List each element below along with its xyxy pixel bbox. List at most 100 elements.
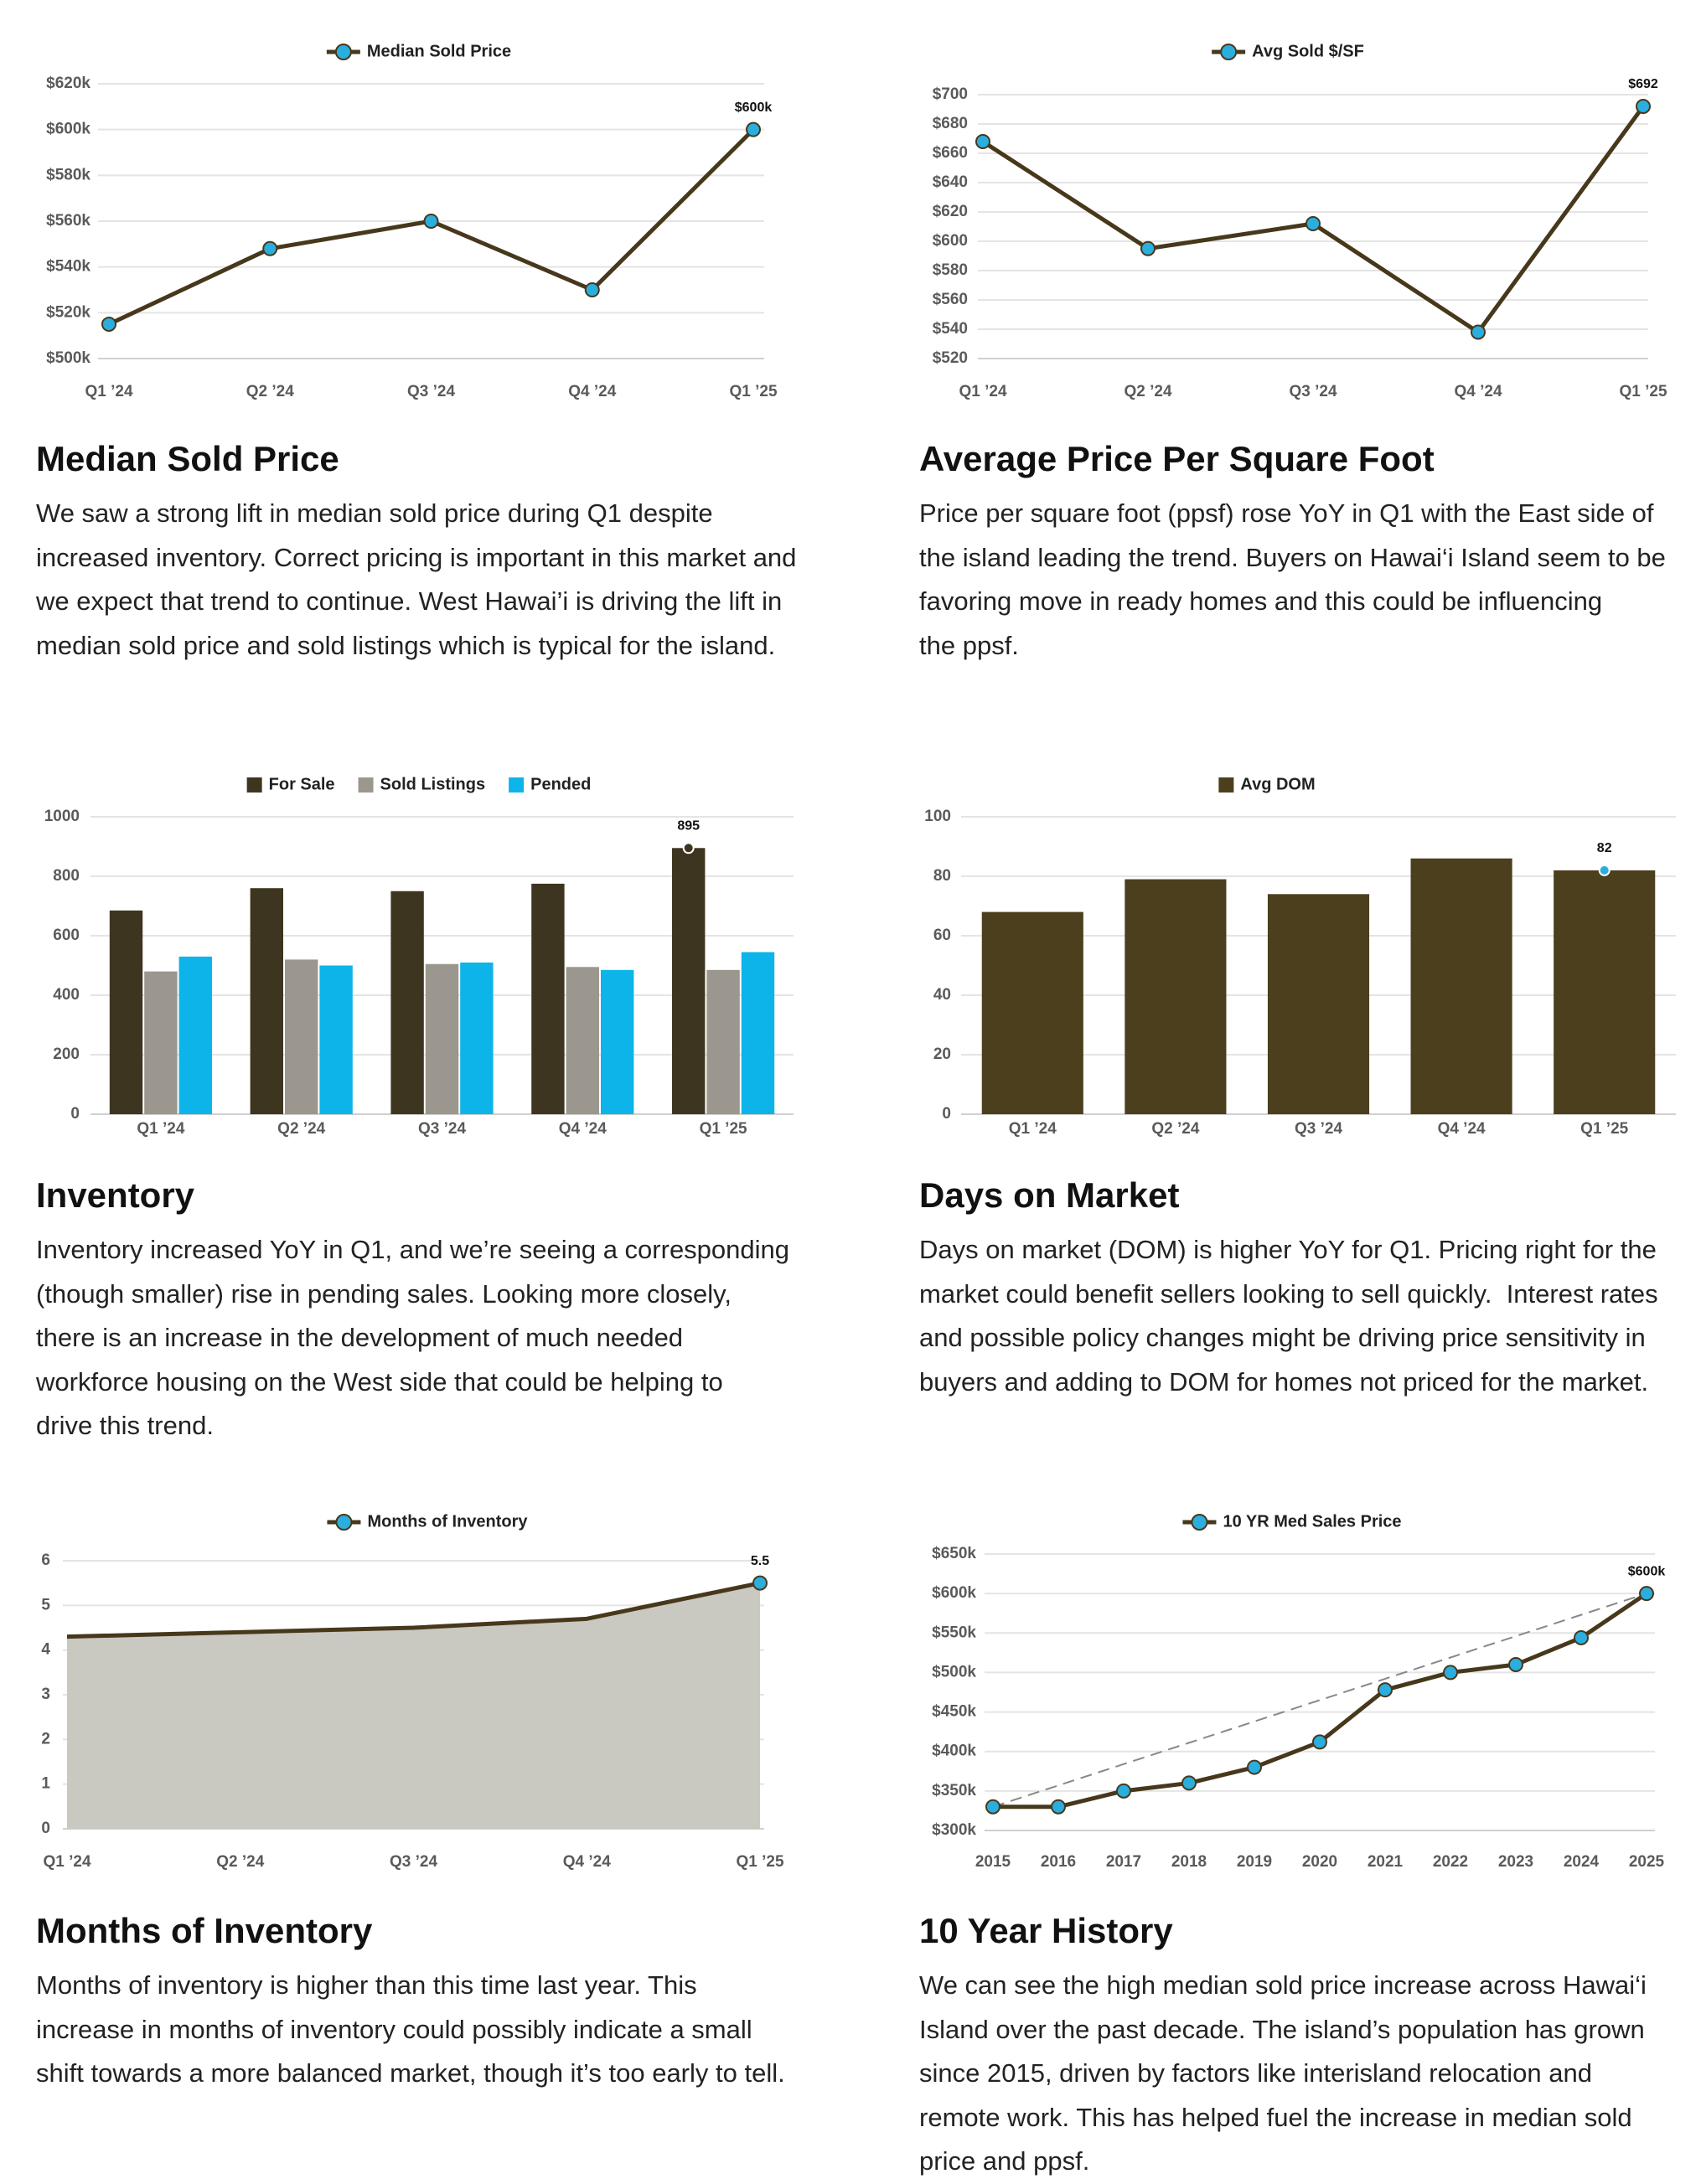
legend-label: Months of Inventory (367, 1512, 528, 1531)
y-tick-label: 1000 (44, 808, 80, 825)
x-tick-label: Q2 ’24 (1124, 383, 1171, 400)
legend-swatch (358, 777, 374, 793)
legend-marker (334, 44, 352, 60)
y-tick-label: $600k (932, 1584, 976, 1602)
legend-item: Median Sold Price (326, 42, 511, 60)
bar (1267, 894, 1370, 1114)
chart: 0 20 40 60 80 100 Q1 ’24 Q2 ’24 Q3 ’24 Q4 ’24 Q1 ’… (924, 775, 1676, 1138)
legend: For Sale Sold Listings Pended (246, 775, 591, 793)
bar (1410, 858, 1512, 1114)
body-line: Months of inventory is higher than this … (36, 1970, 697, 2000)
bar (706, 969, 740, 1114)
point (1443, 1665, 1458, 1681)
point (1508, 1657, 1523, 1672)
bar (600, 969, 634, 1114)
section: Days on Market Days on market (DOM) is hi… (919, 1174, 1701, 1404)
chart: 0 1 2 3 4 5 6 Q1 ’24 Q2 ’24 Q3 ’24 Q4 ’24 Q1 ’25 5.5… (41, 1512, 784, 1871)
x-tick-label: Q1 ’24 (959, 383, 1006, 400)
y-tick-label: 20 (933, 1046, 951, 1063)
y-tick-label: 400 (53, 986, 80, 1004)
body-line: Days on market (DOM) is higher YoY for Q… (919, 1235, 1657, 1264)
x-tick-label: Q4 ’24 (568, 383, 616, 400)
body-line: Inventory increased YoY in Q1, and we’re… (36, 1235, 790, 1264)
x-tick-label: 2025 (1629, 1853, 1665, 1871)
x-tick-label: Q1 ’24 (137, 1120, 184, 1138)
section-heading: 10 Year History (919, 1911, 1173, 1950)
section-body: Price per square foot (ppsf) rose YoY in… (919, 492, 1701, 668)
legend-marker (335, 1514, 353, 1531)
point (975, 134, 990, 149)
bar (1125, 879, 1227, 1114)
x-tick-label: Q1 ’25 (729, 383, 777, 400)
x-tick-label: 2018 (1171, 1853, 1207, 1871)
y-tick-label: $520k (46, 303, 90, 321)
area (67, 1582, 760, 1829)
y-tick-label: $500k (46, 349, 90, 367)
body-line: drive this trend. (36, 1411, 214, 1440)
data-label: 895 (677, 818, 700, 833)
point (1598, 864, 1611, 876)
legend: 10 YR Med Sales Price (1182, 1512, 1402, 1531)
y-tick-label: $600k (46, 121, 90, 138)
point (1140, 240, 1156, 256)
x-tick-label: Q3 ’24 (407, 383, 455, 400)
bar (178, 956, 212, 1114)
y-tick-label: 1 (41, 1775, 50, 1793)
data-label: $600k (1628, 1564, 1666, 1578)
y-tick-label: 100 (924, 808, 951, 825)
x-tick-label: Q1 ’24 (43, 1853, 90, 1871)
legend-label: For Sale (269, 775, 335, 793)
section-heading: Months of Inventory (36, 1911, 373, 1950)
section-body: We saw a strong lift in median sold pric… (36, 492, 840, 668)
chart: $520 $540 $560 $580 $600 $620 $640 $660 $680 $700… (933, 42, 1667, 400)
x-tick-label: Q3 ’24 (390, 1853, 437, 1871)
y-tick-label: 800 (53, 867, 80, 885)
legend-swatch (1218, 777, 1234, 793)
x-tick-label: Q2 ’24 (1151, 1120, 1199, 1138)
legend-item: Pended (509, 775, 591, 793)
y-tick-label: 600 (53, 927, 80, 944)
y-tick-label: 40 (933, 986, 951, 1004)
x-tick-label: Q3 ’24 (1289, 383, 1336, 400)
body-line: workforce housing on the West side that … (36, 1366, 723, 1397)
chart: $300k $350k $400k $450k $500k $550k $600k $650k… (932, 1512, 1665, 1871)
bar (144, 971, 178, 1114)
point (101, 317, 116, 332)
legend-item: Avg DOM (1218, 775, 1316, 793)
x-tick-label: Q1 ’25 (1580, 1120, 1628, 1138)
y-tick-label: $500k (932, 1663, 976, 1681)
bar (1554, 870, 1656, 1114)
bar (672, 848, 706, 1114)
body-line: We can see the high median sold price in… (919, 1970, 1647, 2000)
x-tick-label: 2024 (1564, 1853, 1600, 1871)
section: Inventory Inventory increased YoY in Q1, … (36, 1174, 840, 1448)
legend-marker (1220, 44, 1238, 60)
y-tick-label: $350k (932, 1782, 976, 1799)
bar (460, 962, 494, 1114)
x-tick-label: Q4 ’24 (1438, 1120, 1486, 1138)
body-line: the island leading the trend. Buyers on … (919, 542, 1666, 572)
y-tick-label: $580k (46, 166, 90, 183)
legend-item: Months of Inventory (327, 1512, 528, 1531)
point (1305, 216, 1321, 231)
legend-label: Median Sold Price (367, 42, 511, 60)
point (1051, 1799, 1066, 1815)
y-tick-label: 60 (933, 927, 951, 944)
point (1312, 1734, 1327, 1750)
y-tick-label: 0 (942, 1105, 951, 1123)
body-line: we expect that trend to continue. West H… (36, 586, 783, 616)
x-tick-label: Q1 ’24 (85, 383, 132, 400)
y-tick-label: $560 (933, 291, 968, 308)
legend-item: 10 YR Med Sales Price (1182, 1512, 1402, 1531)
section-body: Days on market (DOM) is higher YoY for Q… (919, 1228, 1701, 1404)
point (746, 121, 761, 137)
y-tick-label: $650k (932, 1545, 976, 1562)
y-tick-label: $400k (932, 1743, 976, 1760)
y-tick-label: 80 (933, 867, 951, 885)
legend-label: Pended (530, 775, 591, 793)
legend: Median Sold Price (326, 42, 511, 60)
body-line: median sold price and sold listings whic… (36, 630, 776, 660)
point (1247, 1759, 1262, 1775)
y-tick-label: $700 (933, 85, 968, 103)
section-heading: Days on Market (919, 1175, 1180, 1215)
